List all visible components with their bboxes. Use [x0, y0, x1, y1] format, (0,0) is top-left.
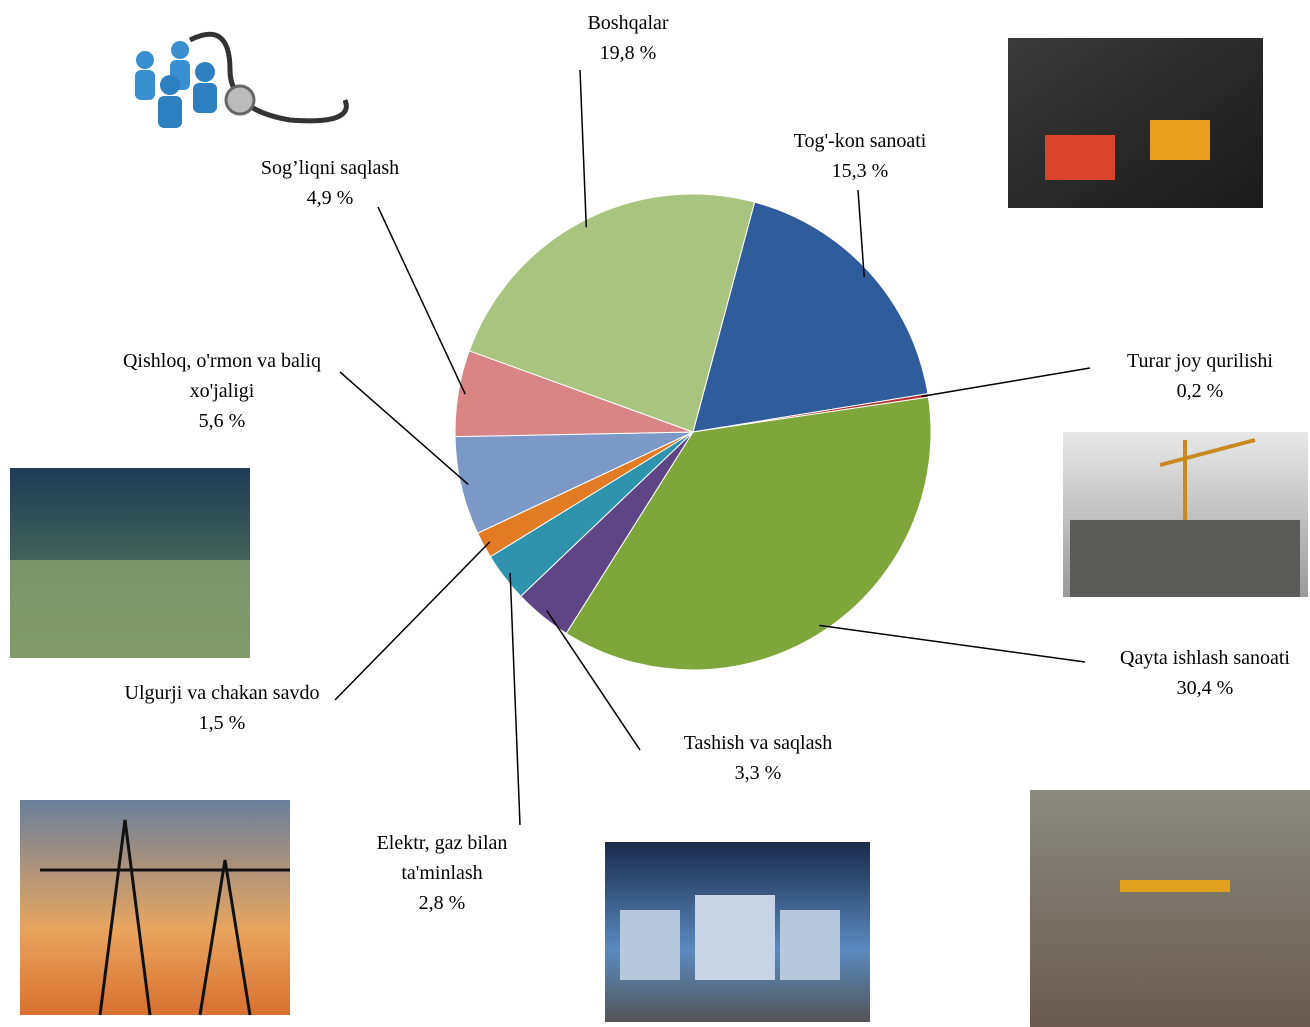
slice-label: Tashish va saqlash 3,3 %: [638, 728, 878, 788]
trucks-photo: [620, 910, 680, 980]
pie-slice: [468, 193, 756, 433]
factory-photo: [1120, 880, 1230, 892]
value-label: 1,5 %: [198, 712, 246, 734]
value-label: 3,3 %: [734, 762, 782, 784]
pie-slice: [692, 201, 929, 433]
leader-line: [377, 206, 466, 395]
category-name: Ulgurji va chakan savdo: [124, 682, 320, 704]
trucks-photo: [780, 910, 840, 980]
category-name: Elektr, gaz bilan ta'minlash: [376, 832, 508, 884]
category-name: Boshqalar: [587, 12, 669, 34]
value-label: 2,8 %: [418, 892, 466, 914]
category-name: Qishloq, o'rmon va baliq xo'jaligi: [122, 350, 322, 402]
category-name: Turar joy qurilishi: [1127, 350, 1273, 372]
slice-label: Qayta ishlash sanoati 30,4 %: [1085, 643, 1310, 703]
trucks-photo: [695, 895, 775, 980]
category-name: Tashish va saqlash: [683, 732, 833, 754]
leader-line: [546, 610, 641, 751]
leader-line: [509, 572, 521, 826]
value-label: 15,3 %: [831, 160, 889, 182]
leader-line: [819, 624, 1086, 663]
value-label: 30,4 %: [1176, 677, 1234, 699]
mining-photo: [1150, 120, 1210, 160]
slice-label: Qishloq, o'rmon va baliq xo'jaligi 5,6 %: [107, 346, 337, 436]
category-name: Sog’liqni saqlash: [260, 157, 400, 179]
leader-line: [579, 69, 588, 228]
medical-icon: [135, 31, 349, 128]
mining-photo: [1008, 38, 1263, 208]
market-photo: [10, 560, 250, 658]
leader-line: [339, 371, 469, 486]
construction-photo: [1070, 520, 1300, 597]
slice-label: Sog’liqni saqlash 4,9 %: [210, 153, 450, 213]
slice-label: Boshqalar 19,8 %: [528, 8, 728, 68]
factory-photo: [1030, 790, 1310, 1027]
leader-line: [334, 541, 491, 701]
value-label: 19,8 %: [599, 42, 657, 64]
power-lines-photo: [20, 800, 290, 1015]
pie-slice: [565, 396, 932, 671]
slice-label: Elektr, gaz bilan ta'minlash 2,8 %: [347, 828, 537, 918]
power-lines-photo: [40, 819, 290, 1016]
pie: [454, 193, 932, 671]
value-label: 0,2 %: [1176, 380, 1224, 402]
construction-photo: [1159, 438, 1256, 520]
leader-line: [920, 367, 1091, 398]
value-label: 4,9 %: [306, 187, 354, 209]
slice-label: Tog'-kon sanoati 15,3 %: [740, 126, 980, 186]
leader-line: [857, 189, 865, 278]
value-label: 5,6 %: [198, 410, 246, 432]
category-name: Tog'-kon sanoati: [793, 130, 927, 152]
category-name: Qayta ishlash sanoati: [1120, 647, 1290, 669]
slice-label: Turar joy qurilishi 0,2 %: [1080, 346, 1310, 406]
slice-label: Ulgurji va chakan savdo 1,5 %: [117, 678, 327, 738]
mining-photo: [1045, 135, 1115, 180]
